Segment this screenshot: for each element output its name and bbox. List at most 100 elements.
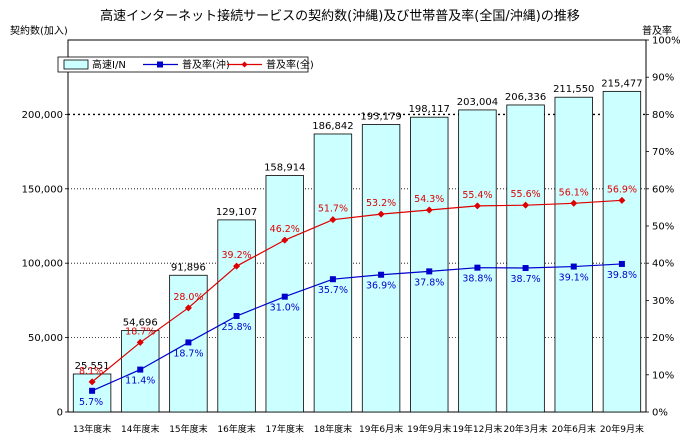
data-label: 39.1% xyxy=(559,273,589,284)
bar-value-label: 193,179 xyxy=(360,112,401,123)
gridlines xyxy=(68,113,646,339)
bar-value-label: 211,550 xyxy=(553,84,594,95)
data-point xyxy=(378,271,385,278)
data-point xyxy=(136,338,144,346)
data-point xyxy=(88,378,96,386)
legend-national-marker xyxy=(241,61,248,68)
data-label: 55.4% xyxy=(462,190,492,201)
category-label: 20年6月末 xyxy=(552,423,596,435)
data-label: 37.8% xyxy=(414,277,444,288)
data-point xyxy=(570,199,578,207)
data-point xyxy=(425,206,433,214)
legend-bar-swatch xyxy=(63,59,89,70)
tick-label: 80% xyxy=(652,110,674,121)
data-point xyxy=(570,263,577,270)
data-label: 11.4% xyxy=(125,376,155,387)
category-label: 14年度末 xyxy=(121,423,159,435)
data-point xyxy=(522,265,529,272)
chart-title: 高速インターネット接続サービスの契約数(沖縄)及び世帯普及率(全国/沖縄)の推移 xyxy=(100,8,580,24)
bar xyxy=(506,104,545,413)
legend-okinawa-label: 普及率(沖) xyxy=(182,58,230,71)
left-axis-ticks: 0 50,000 100,000 150,000 200,000 xyxy=(22,110,68,419)
data-label: 36.9% xyxy=(366,281,396,292)
data-label: 25.8% xyxy=(221,322,251,333)
bar-value-label: 206,336 xyxy=(505,92,546,103)
data-label: 46.2% xyxy=(270,224,300,235)
bar xyxy=(410,116,449,413)
data-label: 54.3% xyxy=(414,194,444,205)
data-point xyxy=(137,366,144,373)
data-label: 53.2% xyxy=(366,198,396,209)
bar-value-label: 215,477 xyxy=(601,78,642,89)
data-point xyxy=(522,201,530,209)
data-point xyxy=(233,262,241,270)
data-label: 55.6% xyxy=(510,189,540,200)
data-label: 18.7% xyxy=(125,326,155,337)
line-value-labels: 5.7% 11.4% 18.7% 25.8% 31.0% 35.7% 36.9% 37.8% 3… xyxy=(79,184,637,407)
category-label: 19年9月末 xyxy=(407,423,451,435)
bar xyxy=(361,124,401,413)
bar xyxy=(602,90,642,413)
data-point xyxy=(618,196,626,204)
bar xyxy=(313,133,353,413)
line-series xyxy=(88,196,626,394)
tick-label: 50% xyxy=(652,222,674,233)
right-axis-ticks: 0% 10% 20% 30% 40% 50% 60% 70% 80% 90% 100% xyxy=(646,36,680,419)
data-point xyxy=(281,293,288,300)
bar-value-label: 54,696 xyxy=(123,318,158,329)
tick-label: 10% xyxy=(652,370,674,381)
data-label: 56.9% xyxy=(607,184,637,195)
data-point xyxy=(185,339,192,346)
tick-label: 50,000 xyxy=(28,333,63,344)
right-axis-unit: 普及率 xyxy=(642,24,672,37)
bar-value-label: 91,896 xyxy=(171,262,206,273)
tick-label: 100% xyxy=(652,36,680,47)
legend: 高速I/N 普及率(沖) 普及率(全) xyxy=(57,56,314,73)
legend-box xyxy=(57,56,309,73)
bar xyxy=(554,96,593,413)
tick-label: 0% xyxy=(652,408,668,419)
data-label: 38.8% xyxy=(462,274,492,285)
series-line xyxy=(91,199,622,383)
data-point xyxy=(474,264,481,271)
bar-value-label: 186,842 xyxy=(312,121,353,132)
data-label: 51.7% xyxy=(318,204,348,215)
data-label: 5.7% xyxy=(79,397,103,408)
data-label: 28.0% xyxy=(173,292,203,303)
tick-label: 30% xyxy=(652,296,674,307)
category-label: 20年3月末 xyxy=(503,423,547,435)
tick-label: 90% xyxy=(652,73,674,84)
legend-okinawa-marker xyxy=(157,61,163,68)
bar-value-label: 25,551 xyxy=(75,361,110,372)
data-label: 39.8% xyxy=(607,270,637,281)
bar-value-label: 203,004 xyxy=(457,97,498,108)
bar-value-label: 129,107 xyxy=(216,207,257,218)
data-point xyxy=(89,387,96,394)
data-point xyxy=(184,304,192,312)
category-label: 17年度末 xyxy=(266,423,304,435)
data-label: 38.7% xyxy=(510,274,540,285)
data-label: 56.1% xyxy=(559,187,589,198)
data-point xyxy=(377,210,385,218)
data-label: 8.1% xyxy=(79,366,103,377)
tick-label: 100,000 xyxy=(22,259,63,270)
data-label: 35.7% xyxy=(318,285,348,296)
data-label: 31.0% xyxy=(270,303,300,314)
legend-national-label: 普及率(全) xyxy=(266,58,314,71)
bar-value-label: 158,914 xyxy=(264,163,305,174)
data-point xyxy=(281,236,289,244)
bar-value-label: 198,117 xyxy=(409,104,450,115)
bar-value-labels: 25,551 54,696 91,896 129,107 158,914 186,842 1… xyxy=(75,78,643,372)
legend-bar-label: 高速I/N xyxy=(92,58,126,71)
category-label: 19年6月末 xyxy=(359,423,403,435)
category-label: 15年度末 xyxy=(169,423,207,435)
bar xyxy=(458,109,497,413)
tick-label: 20% xyxy=(652,333,674,344)
tick-label: 150,000 xyxy=(22,184,63,195)
tick-label: 200,000 xyxy=(22,110,63,121)
category-axis-labels: 13年度末 14年度末 15年度末 16年度末 17年度末 18年度末 19年6月末 19年9… xyxy=(73,423,644,435)
data-point xyxy=(618,260,625,267)
data-label: 39.2% xyxy=(221,250,251,261)
left-axis-unit: 契約数(加入) xyxy=(10,24,68,37)
